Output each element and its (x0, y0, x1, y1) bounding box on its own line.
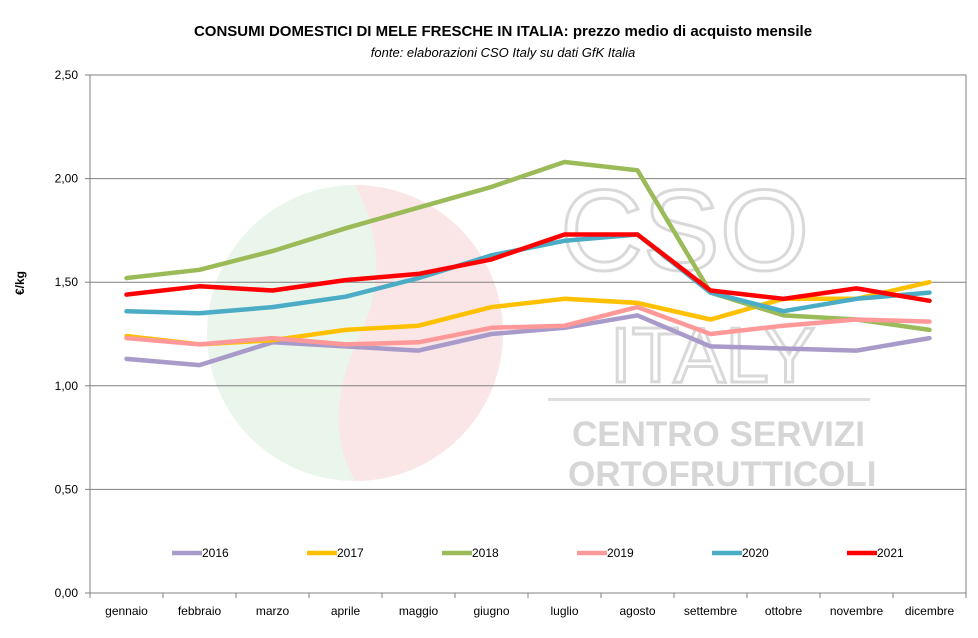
legend-label-2016: 2016 (202, 546, 229, 560)
legend-label-2019: 2019 (607, 546, 634, 560)
x-tick-label: febbraio (178, 604, 222, 618)
watermark-apple-right (338, 185, 503, 481)
chart-title: CONSUMI DOMESTICI DI MELE FRESCHE IN ITA… (194, 23, 812, 40)
x-tick-label: gennaio (105, 604, 148, 618)
x-tick-label: aprile (331, 604, 361, 618)
x-tick-label: ottobre (765, 604, 803, 618)
x-tick-label: maggio (399, 604, 439, 618)
x-tick-label: settembre (684, 604, 738, 618)
series-line-2018 (124, 159, 932, 333)
legend-label-2021: 2021 (877, 546, 904, 560)
y-tick-label: 1,50 (55, 275, 79, 289)
legend-label-2020: 2020 (742, 546, 769, 560)
chart-subtitle: fonte: elaborazioni CSO Italy su dati Gf… (371, 45, 635, 60)
series-lines (124, 159, 932, 368)
x-tick-label: luglio (550, 604, 578, 618)
y-tick-label: 2,50 (55, 68, 79, 82)
watermark-line1: CENTRO SERVIZI (572, 415, 865, 454)
series-line-2021 (124, 232, 932, 304)
watermark-logo-top: CSO (560, 167, 809, 295)
x-tick-label: marzo (256, 604, 290, 618)
watermark-divider (548, 398, 870, 401)
x-tick-label: giugno (473, 604, 509, 618)
x-tick-label: agosto (619, 604, 655, 618)
watermark-line2: ORTOFRUTTICOLI (568, 455, 877, 494)
legend-label-2018: 2018 (472, 546, 499, 560)
y-tick-label: 0,50 (55, 482, 79, 496)
x-axis-ticks: gennaio febbraio marzo aprile maggio giugno lu… (89, 593, 967, 618)
y-tick-label: 0,00 (55, 586, 79, 600)
y-tick-label: 2,00 (55, 172, 79, 186)
series-line-2019 (124, 304, 932, 347)
y-tick-label: 1,00 (55, 379, 79, 393)
series-line-2016 (124, 313, 932, 368)
legend-label-2017: 2017 (337, 546, 364, 560)
x-tick-label: novembre (830, 604, 884, 618)
x-tick-label: dicembre (905, 604, 955, 618)
y-axis-label: €/kg (13, 271, 27, 295)
legend: 2016 2017 2018 2019 2020 2021 (172, 546, 904, 560)
y-axis-ticks: 0,00 0,50 1,00 1,50 2,00 2,50 (55, 68, 90, 600)
